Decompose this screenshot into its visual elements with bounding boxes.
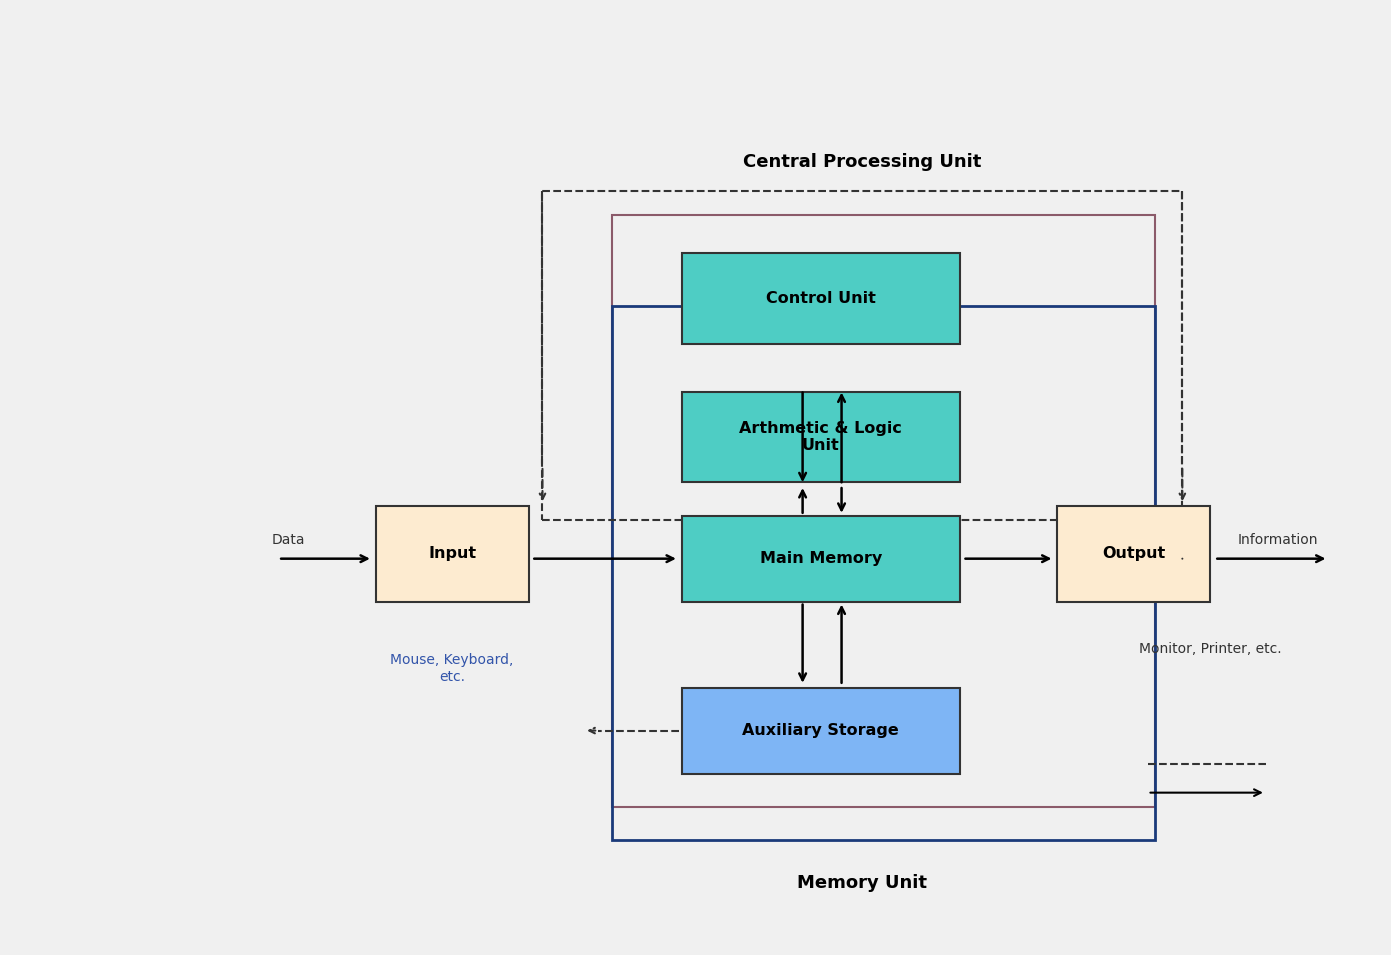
FancyBboxPatch shape [376,506,529,602]
Text: Input: Input [428,546,476,562]
Text: Monitor, Printer, etc.: Monitor, Printer, etc. [1139,643,1281,656]
Text: Auxiliary Storage: Auxiliary Storage [743,723,899,738]
FancyBboxPatch shape [1057,506,1210,602]
FancyBboxPatch shape [682,516,960,602]
Text: Information: Information [1238,533,1319,546]
Text: Output: Output [1102,546,1166,562]
FancyBboxPatch shape [682,253,960,344]
Text: Memory Unit: Memory Unit [797,875,928,892]
Text: Arthmetic & Logic
Unit: Arthmetic & Logic Unit [739,421,903,453]
Text: Data: Data [271,533,305,546]
Text: Control Unit: Control Unit [766,291,875,306]
Text: Mouse, Keyboard,
etc.: Mouse, Keyboard, etc. [391,653,513,684]
Text: Central Processing Unit: Central Processing Unit [743,154,982,171]
FancyBboxPatch shape [682,688,960,774]
FancyBboxPatch shape [682,392,960,482]
Text: Main Memory: Main Memory [759,551,882,566]
